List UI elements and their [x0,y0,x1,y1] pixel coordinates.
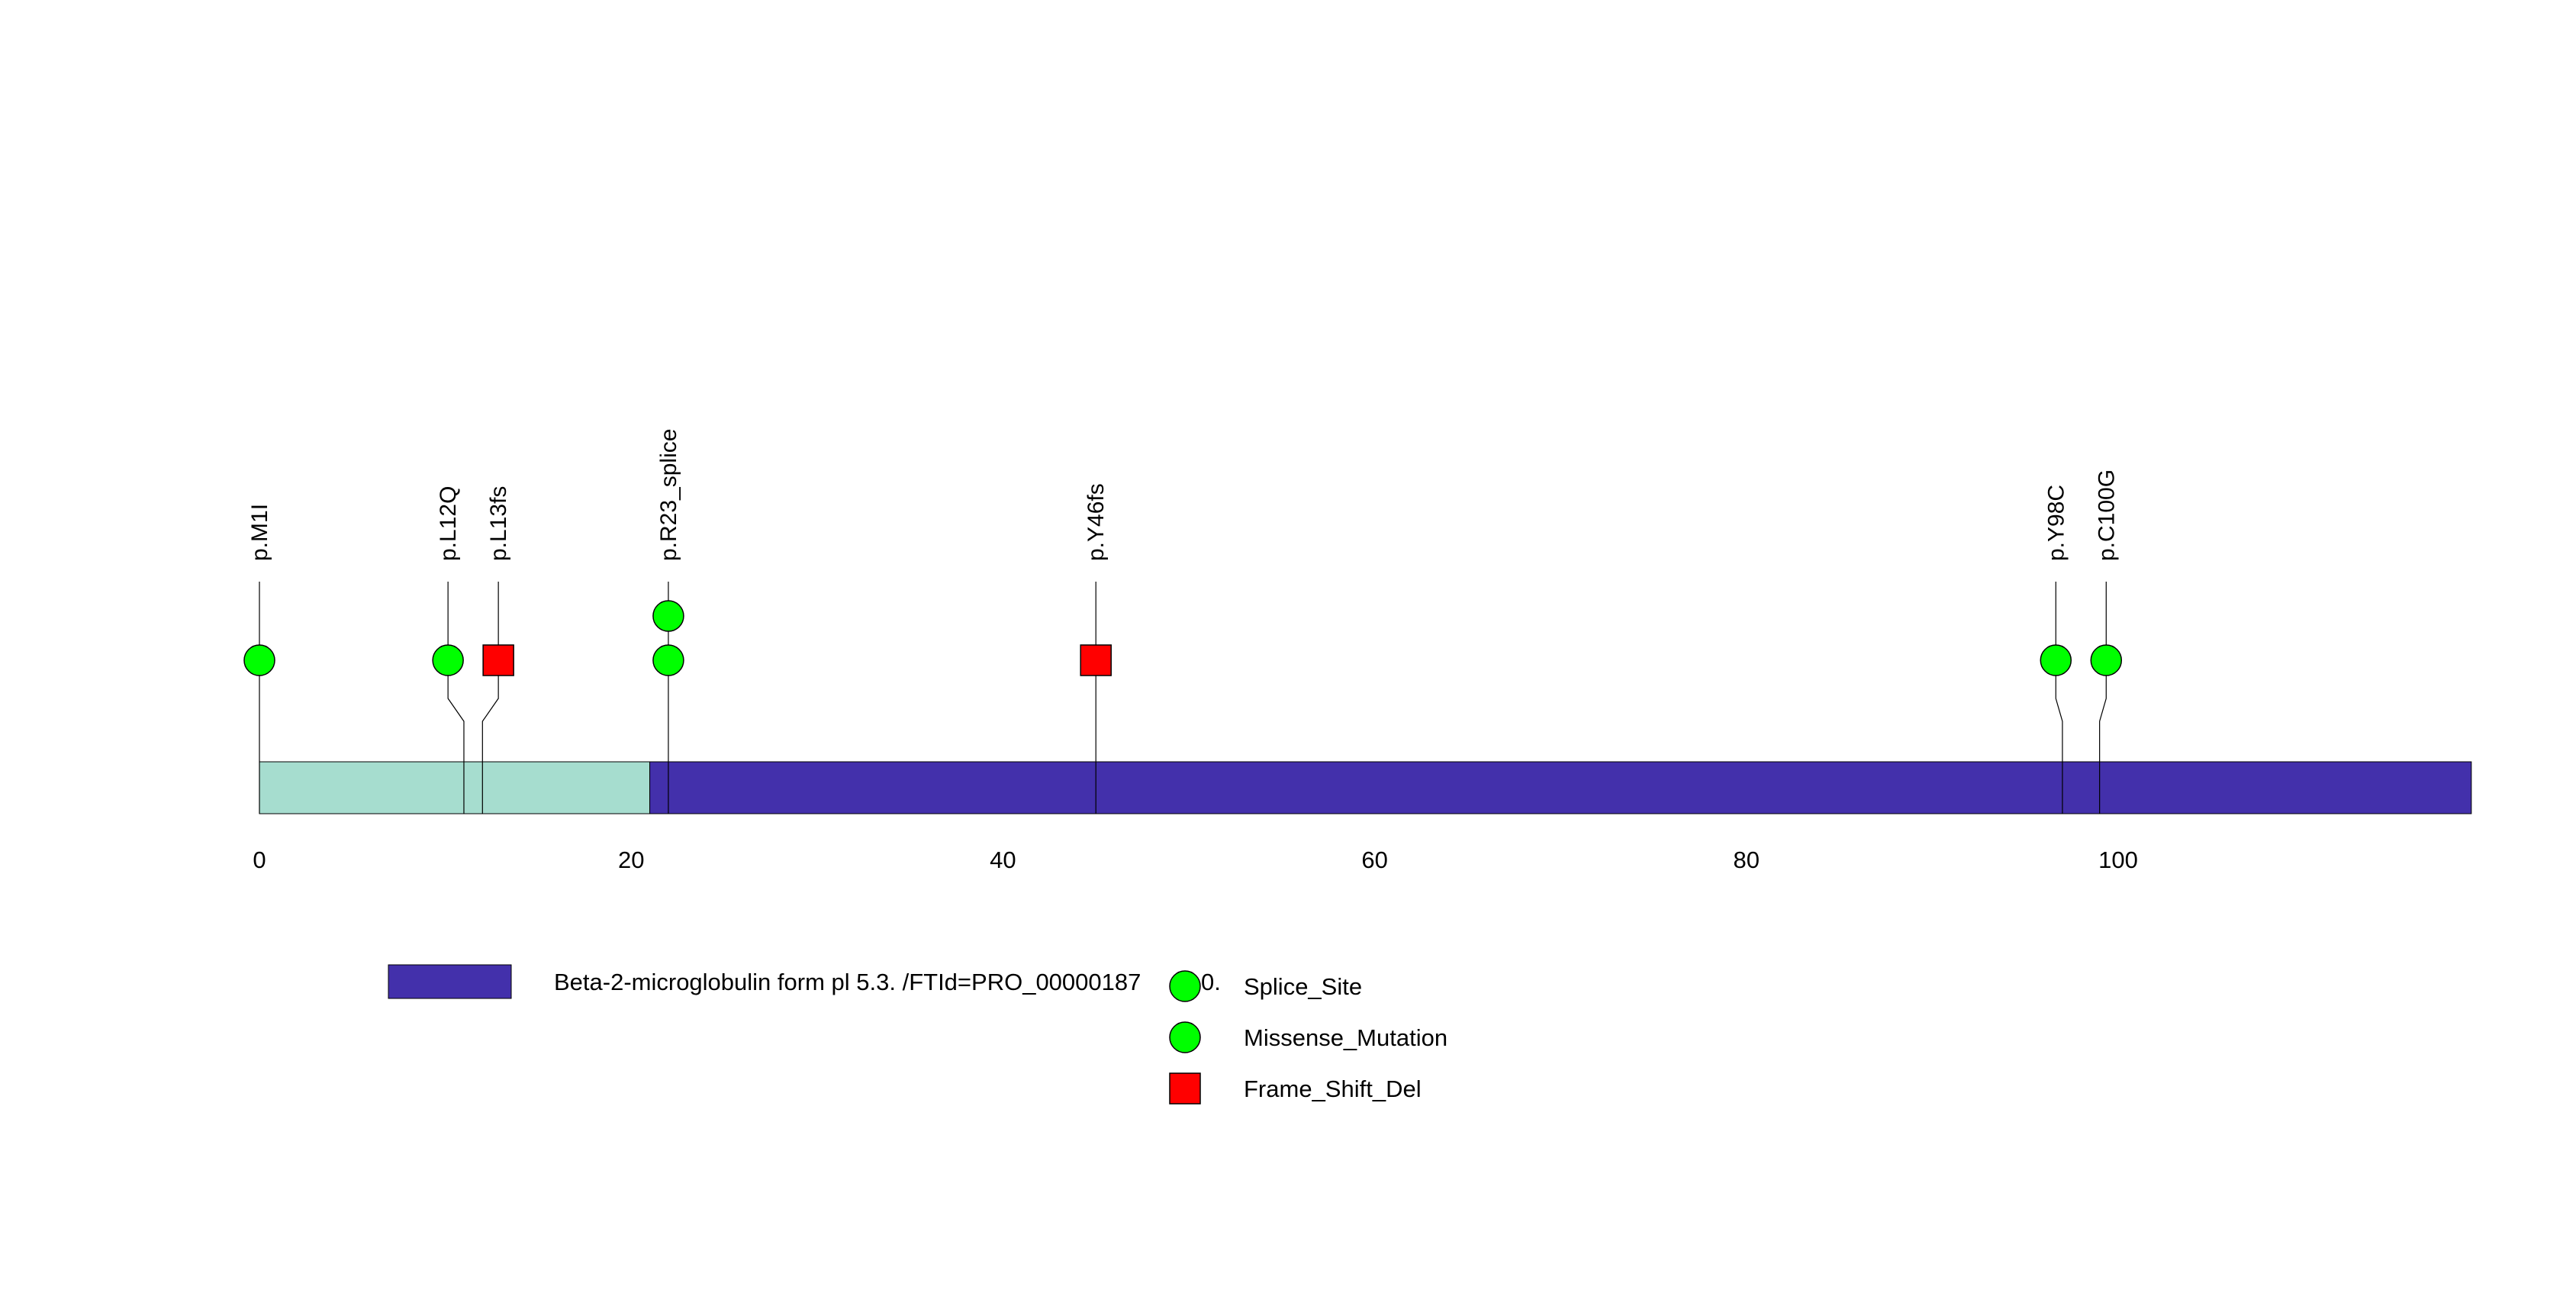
missense-marker [2090,644,2123,676]
domain-region [649,761,2472,814]
legend-splice-site-label: Splice_Site [1244,973,1362,1000]
legend-missense-mutation-symbol [1169,1021,1201,1053]
x-tick-label: 100 [2098,847,2138,873]
x-tick-label: 0 [253,847,266,873]
x-tick-label: 60 [1361,847,1387,873]
mutation-label: p.L12Q [436,486,461,561]
mutation-label: p.R23_splice [656,429,681,561]
mutation-stem [481,582,499,814]
mutation-lollipop: p.Y98C [2040,485,2072,814]
mutation-lollipop: p.L12Q [432,486,465,814]
mutation-stem [2099,582,2107,814]
frame-shift-marker [1080,644,1112,676]
mutation-lollipop: p.M1I [243,504,275,814]
mutation-label: p.M1I [247,504,272,561]
legend-missense-mutation-label: Missense_Mutation [1244,1024,1447,1051]
mutation-lollipop: p.R23_splice [652,429,684,814]
x-tick-label: 20 [618,847,644,873]
splice-site-marker [652,600,684,632]
mutation-stem [2055,582,2063,814]
mutations: p.M1I p.L12Q p.L13fs p.R23_splice p.Y46fs p.Y… [243,429,2123,814]
mutation-lollipop: p.C100G [2090,469,2123,814]
mutation-lollipop: p.L13fs [481,486,514,814]
mutation-label: p.L13fs [486,486,511,561]
frame-shift-marker [482,644,514,676]
legend-frame-shift-del-symbol [1169,1072,1201,1105]
mutation-label: p.C100G [2094,469,2119,561]
legend-domain-label: Beta-2-microglobulin form pl 5.3. /FTId=… [554,969,1141,995]
missense-marker [2040,644,2072,676]
protein-bar [259,761,2472,814]
missense-marker [432,644,464,676]
x-axis: 0 20 40 60 80 100 [253,847,2137,873]
x-tick-label: 40 [990,847,1016,873]
signal-region [259,761,651,814]
x-tick-label: 80 [1734,847,1760,873]
missense-marker [652,644,684,676]
legend-domain-label-suffix: 0. [1201,969,1221,995]
legend-frame-shift-del-label: Frame_Shift_Del [1244,1076,1422,1102]
legend-domain-swatch [388,964,512,999]
mutation-stem [447,582,465,814]
legend-splice-site-symbol [1169,970,1201,1002]
mutation-label: p.Y98C [2043,485,2069,561]
mutation-lollipop: p.Y46fs [1080,483,1112,814]
legend: Beta-2-microglobulin form pl 5.3. /FTId=… [388,964,1447,1105]
mutation-label: p.Y46fs [1084,483,1109,561]
missense-marker [243,644,275,676]
